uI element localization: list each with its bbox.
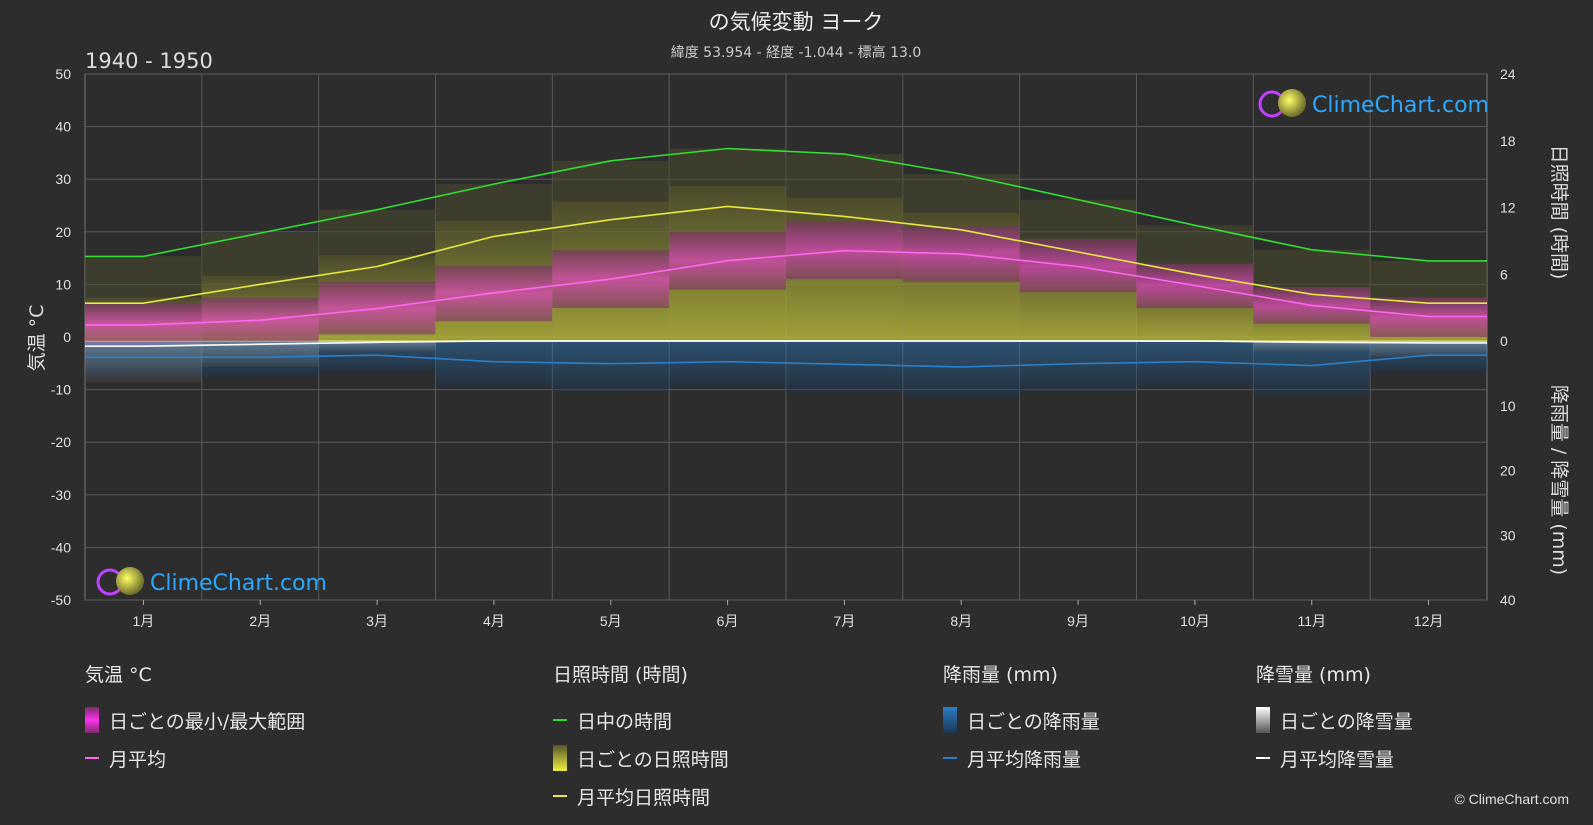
month-label: 4月: [483, 613, 505, 629]
snow-band-swatch-icon: [1256, 707, 1270, 733]
legend-title: 降雨量 (mm): [943, 664, 1058, 686]
legend-item: 日ごとの日照時間: [553, 739, 729, 777]
legend-item: 月平均降雪量: [1256, 739, 1413, 777]
legend-item: 日中の時間: [553, 701, 729, 739]
legend-item: 日ごとの最小/最大範囲: [85, 701, 305, 739]
left-axis-title: 気温 °C: [26, 305, 48, 372]
temperature-tick-label: 30: [55, 171, 71, 187]
rain-band: [669, 341, 786, 387]
sunshine-tick-label: 24: [1500, 66, 1516, 82]
legend-label: 月平均降雨量: [967, 748, 1082, 771]
temperature-tick-label: -30: [51, 487, 71, 503]
rain-line: [85, 354, 1487, 368]
month-label: 2月: [249, 613, 271, 629]
legend-title: 気温 °C: [85, 664, 152, 686]
temperature-tick-label: -50: [51, 592, 71, 608]
legend-group: 降雨量 (mm) 日ごとの降雨量 月平均降雨量: [943, 660, 1100, 777]
month-label: 11月: [1297, 613, 1326, 629]
logo-text: ClimeChart.com: [1312, 93, 1489, 118]
sunshine-tick-label: 0: [1500, 333, 1508, 349]
chart-subtitle: 緯度 53.954 - 経度 -1.044 - 標高 13.0: [671, 44, 922, 61]
precipitation-tick-label: 10: [1500, 398, 1516, 414]
month-label: 12月: [1414, 613, 1444, 629]
snow-line: [85, 340, 1487, 347]
legend-label: 日ごとの降雪量: [1280, 710, 1413, 733]
sunshine-tick-label: 18: [1500, 133, 1516, 149]
month-label: 5月: [600, 613, 622, 629]
month-label: 7月: [834, 613, 856, 629]
snow-band: [1370, 341, 1487, 357]
precipitation-tick-label: 30: [1500, 527, 1516, 543]
legend-label: 月平均: [109, 748, 167, 771]
axis-ticks: 50 40 30 20 10 0 -10 -20 -30 -40 -50 24 18 12 6 0 10 20 30…: [51, 66, 1516, 629]
temperature-tick-label: 0: [63, 329, 71, 345]
temperature-tick-label: -40: [51, 539, 71, 555]
rain-band: [786, 341, 903, 393]
legend-title: 日照時間 (時間): [553, 664, 688, 686]
rain-band-swatch-icon: [943, 707, 957, 733]
right-axis-title-sunshine: 日照時間 (時間): [1548, 145, 1570, 280]
temperature-tick-label: 40: [55, 119, 71, 135]
legend-title: 降雪量 (mm): [1256, 664, 1371, 686]
month-label: 1月: [133, 613, 155, 629]
legend-label: 月平均降雪量: [1280, 748, 1395, 771]
temperature-tick-label: 50: [55, 66, 71, 82]
temperature-tick-label: -20: [51, 434, 71, 450]
copyright: © ClimeChart.com: [1454, 791, 1569, 807]
temperature-tick-label: -10: [51, 382, 71, 398]
snow-band: [1253, 341, 1371, 352]
rain-line-swatch-icon: [943, 757, 957, 759]
snow-band: [318, 341, 436, 352]
temperature-tick-label: 10: [55, 276, 71, 292]
series-lines: [85, 147, 1487, 368]
legend-item: 月平均日照時間: [553, 777, 729, 815]
right-axis-title-precipitation: 降雨量 / 降雪量 (mm): [1548, 385, 1570, 575]
legend-group: 降雪量 (mm) 日ごとの降雪量 月平均降雪量: [1256, 660, 1413, 777]
daylight-line: [85, 147, 1487, 262]
legend-item: 日ごとの降雨量: [943, 701, 1100, 739]
rain-band: [902, 341, 1020, 398]
legend-group: 気温 °C 日ごとの最小/最大範囲 月平均: [85, 660, 305, 777]
logo-text: ClimeChart.com: [150, 571, 327, 596]
sunshine-tick-label: 12: [1500, 200, 1516, 216]
temperature-tick-label: 20: [55, 224, 71, 240]
legend-label: 日ごとの最小/最大範囲: [109, 710, 306, 733]
logo-top: ClimeChart.com: [1258, 89, 1489, 118]
period-label: 1940 - 1950: [85, 49, 213, 73]
month-label: 10月: [1180, 613, 1210, 629]
temperature-line: [85, 249, 1487, 326]
logo-sun-icon: [116, 567, 144, 595]
rain-band: [552, 341, 670, 391]
month-label: 6月: [717, 613, 739, 629]
legend-item: 月平均降雨量: [943, 739, 1100, 777]
chart-title: の気候変動 ヨーク: [709, 10, 884, 34]
month-label: 8月: [950, 613, 972, 629]
precipitation-tick-label: 40: [1500, 592, 1516, 608]
rain-band: [435, 341, 553, 387]
temp-line-swatch-icon: [85, 757, 99, 759]
sunshine-line: [85, 205, 1487, 304]
daylight-line-swatch-icon: [553, 719, 567, 721]
legend-item: 日ごとの降雪量: [1256, 701, 1413, 739]
sunshine-band-swatch-icon: [553, 745, 567, 771]
month-label: 9月: [1067, 613, 1089, 629]
legend-group: 日照時間 (時間) 日中の時間日ごとの日照時間 月平均日照時間: [553, 660, 729, 815]
legend-label: 日ごとの降雨量: [967, 710, 1100, 733]
legend-label: 月平均日照時間: [577, 786, 711, 809]
sunshine-tick-label: 6: [1500, 266, 1508, 282]
legend-label: 日ごとの日照時間: [577, 748, 729, 771]
logo-sun-icon: [1278, 89, 1306, 117]
snow-band: [85, 341, 202, 383]
precipitation-tick-label: 20: [1500, 463, 1516, 479]
legend-item: 月平均: [85, 739, 305, 777]
month-label: 3月: [366, 613, 388, 629]
sunshine-line-swatch-icon: [553, 795, 567, 797]
daily-bands: [85, 148, 1487, 398]
rain-band: [1019, 341, 1137, 391]
temp-band-swatch-icon: [85, 707, 99, 733]
snow-line-swatch-icon: [1256, 757, 1270, 759]
legend-label: 日中の時間: [577, 710, 673, 733]
logo-bottom: ClimeChart.com: [96, 567, 327, 596]
